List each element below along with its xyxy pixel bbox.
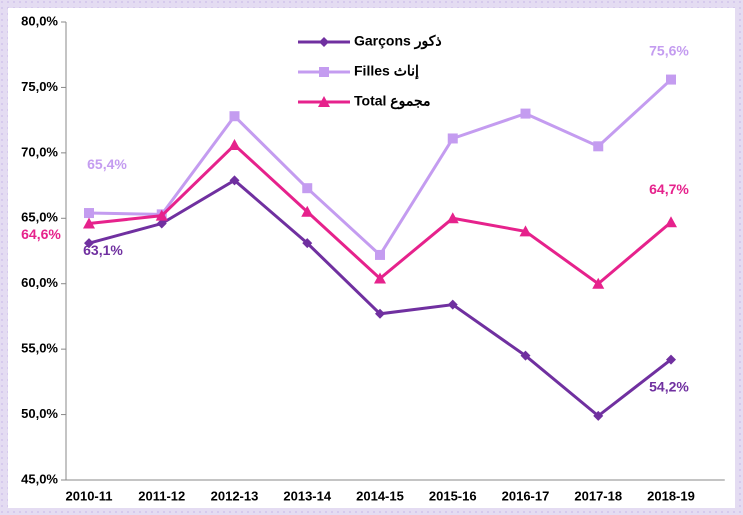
marker — [520, 350, 531, 361]
marker — [84, 238, 94, 249]
marker — [318, 96, 330, 107]
plot-background — [8, 8, 735, 508]
x-tick-label: 2016-17 — [502, 488, 550, 503]
y-tick-label: 55,0% — [21, 341, 58, 356]
y-tick-label: 50,0% — [21, 406, 58, 421]
x-tick-label: 2013-14 — [283, 488, 331, 503]
marker — [84, 208, 94, 219]
legend-label: Total مجموع — [354, 93, 431, 110]
y-tick-label: 75,0% — [21, 79, 58, 94]
y-tick-label: 80,0% — [21, 13, 58, 28]
data-label: 64,6% — [21, 226, 61, 242]
marker — [593, 141, 604, 152]
x-tick-label: 2011-12 — [138, 488, 185, 503]
data-label: 54,2% — [649, 378, 689, 394]
marker — [302, 183, 313, 194]
x-tick-label: 2010-11 — [66, 488, 113, 503]
marker — [446, 212, 459, 224]
data-label: 63,1% — [83, 242, 123, 258]
marker — [319, 37, 329, 47]
data-label: 75,6% — [649, 42, 689, 58]
legend-label: Garçons ذكور — [354, 33, 442, 50]
marker — [301, 205, 314, 217]
marker — [302, 238, 313, 249]
x-tick-label: 2018-19 — [647, 488, 695, 503]
marker — [592, 277, 605, 289]
legend-item: Garçons ذكور — [298, 33, 442, 50]
marker — [83, 217, 95, 229]
y-tick-label: 45,0% — [21, 471, 58, 486]
y-tick-label: 60,0% — [21, 275, 58, 290]
marker — [155, 209, 168, 221]
legend-item: Total مجموع — [298, 93, 431, 110]
x-tick-label: 2014-15 — [356, 488, 404, 503]
marker — [374, 272, 386, 284]
marker — [447, 133, 458, 144]
marker — [319, 67, 329, 77]
marker — [447, 299, 458, 310]
x-tick-label: 2017-18 — [574, 488, 622, 503]
marker — [375, 308, 385, 319]
y-tick-label: 65,0% — [21, 210, 58, 225]
marker — [520, 108, 531, 119]
x-tick-label: 2015-16 — [429, 488, 477, 503]
marker — [665, 216, 677, 228]
legend-label: Filles إناث — [354, 63, 419, 81]
marker — [519, 225, 532, 237]
legend-item: Filles إناث — [298, 63, 419, 81]
marker — [156, 218, 167, 229]
data-label: 64,7% — [649, 181, 689, 197]
marker — [375, 249, 385, 260]
marker — [666, 74, 676, 85]
x-tick-label: 2012-13 — [211, 488, 259, 503]
y-tick-label: 70,0% — [21, 144, 58, 159]
marker — [229, 175, 240, 186]
marker — [593, 410, 604, 421]
marker — [666, 354, 676, 365]
data-label: 65,4% — [87, 156, 127, 172]
marker — [228, 139, 241, 151]
marker — [229, 111, 240, 122]
